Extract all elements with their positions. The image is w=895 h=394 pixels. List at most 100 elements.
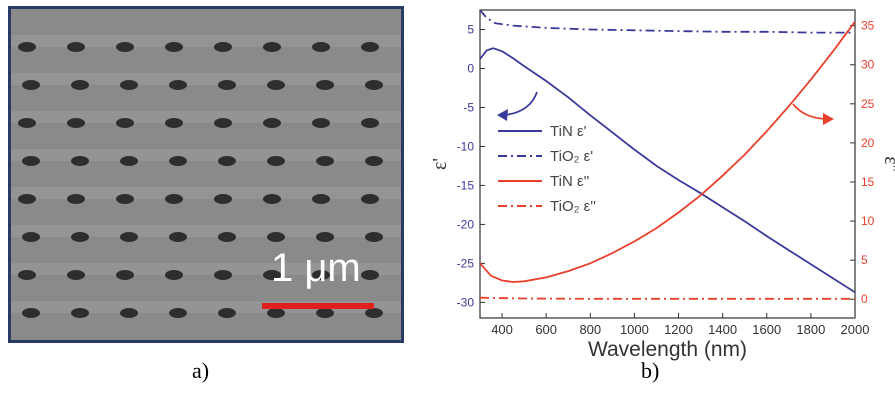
nanodisk <box>361 270 379 280</box>
nanodisk <box>22 156 40 166</box>
y-left-tick-label: 5 <box>467 22 474 36</box>
nanodisk <box>120 232 138 242</box>
nanodisk <box>263 42 281 52</box>
legend-label: TiO₂ ε' <box>550 148 593 165</box>
nanodisk <box>365 80 383 90</box>
legend-label: TiN ε'' <box>550 173 589 190</box>
nanodisk <box>361 118 379 128</box>
nanodisk <box>120 80 138 90</box>
right-axis-arrow <box>792 103 827 120</box>
y-left-axis-title: ε' <box>429 158 451 170</box>
y-left-tick-label: -15 <box>457 178 475 192</box>
x-tick-label: 2000 <box>841 322 870 337</box>
nanodisk <box>218 308 236 318</box>
nanodisk <box>71 80 89 90</box>
y-right-tick-label: 10 <box>861 214 875 228</box>
series-tin- <box>480 47 855 294</box>
nanodisk <box>365 156 383 166</box>
y-left-tick-label: -20 <box>457 217 475 231</box>
nanodisk <box>71 308 89 318</box>
sem-background <box>11 9 401 340</box>
nanodisk <box>312 42 330 52</box>
nanodisk <box>169 156 187 166</box>
plot-frame <box>479 9 856 319</box>
x-tick-label: 1600 <box>752 322 781 337</box>
sem-stripe <box>11 225 401 237</box>
x-tick-label: 1000 <box>620 322 649 337</box>
scale-bar-label: 1 μm <box>271 246 361 290</box>
nanodisk <box>267 232 285 242</box>
nanodisk <box>165 270 183 280</box>
y-left-tick-label: -10 <box>457 139 475 153</box>
nanodisk <box>169 308 187 318</box>
nanodisk <box>120 308 138 318</box>
nanodisk <box>267 156 285 166</box>
nanodisk <box>267 80 285 90</box>
y-right-tick-label: 0 <box>861 292 868 306</box>
y-right-tick-label: 5 <box>861 253 868 267</box>
nanodisk <box>365 232 383 242</box>
nanodisk <box>18 270 36 280</box>
nanodisk <box>214 194 232 204</box>
sem-stripe <box>11 73 401 85</box>
y-right-tick-label: 15 <box>861 175 875 189</box>
nanodisk <box>67 42 85 52</box>
nanodisk <box>116 194 134 204</box>
x-tick-label: 400 <box>491 322 513 337</box>
x-tick-label: 1400 <box>708 322 737 337</box>
x-axis-title: Wavelength (nm) <box>588 338 747 361</box>
y-left-tick-label: -25 <box>457 256 475 270</box>
nanodisk <box>18 194 36 204</box>
y-right-tick-label: 25 <box>861 97 875 111</box>
scale-bar <box>262 303 374 309</box>
nanodisk <box>263 118 281 128</box>
nanodisk <box>316 232 334 242</box>
nanodisk <box>312 194 330 204</box>
y-left-tick-label: -5 <box>463 100 474 114</box>
nanodisk <box>165 42 183 52</box>
x-tick-label: 1200 <box>664 322 693 337</box>
y-left-tick-label: 0 <box>467 61 474 75</box>
nanodisk <box>116 270 134 280</box>
left-axis-arrow <box>504 91 538 116</box>
sem-stripe <box>11 149 401 161</box>
nanodisk <box>120 156 138 166</box>
legend-label: TiN ε' <box>550 123 587 140</box>
y-right-tick-label: 30 <box>861 58 875 72</box>
sem-stripe <box>11 187 401 199</box>
nanodisk <box>22 80 40 90</box>
sem-image-panel: 1 μm <box>8 6 404 343</box>
nanodisk <box>165 194 183 204</box>
nanodisk <box>18 42 36 52</box>
nanodisk <box>312 118 330 128</box>
legend-label: TiO₂ ε'' <box>550 198 596 215</box>
sem-stripe <box>11 263 401 275</box>
sem-stripe <box>11 111 401 123</box>
nanodisk <box>214 42 232 52</box>
nanodisk <box>67 270 85 280</box>
y-left-tick-label: -30 <box>457 295 475 309</box>
nanodisk <box>365 308 383 318</box>
series-tio2- <box>480 296 855 300</box>
right-axis-arrow-head <box>823 113 834 125</box>
panel-a-label: a) <box>192 358 210 383</box>
nanodisk <box>169 232 187 242</box>
x-tick-label: 800 <box>579 322 601 337</box>
panel-b-label: b) <box>641 358 660 383</box>
nanodisk <box>71 232 89 242</box>
y-right-tick-label: 35 <box>861 19 875 33</box>
nanodisk <box>312 270 330 280</box>
nanodisk <box>263 194 281 204</box>
y-right-tick-label: 20 <box>861 136 875 150</box>
nanodisk <box>214 118 232 128</box>
sem-stripe <box>11 35 401 47</box>
nanodisk <box>214 270 232 280</box>
nanodisk <box>165 118 183 128</box>
nanodisk <box>116 118 134 128</box>
nanodisk <box>71 156 89 166</box>
left-axis-arrow-head <box>497 109 508 121</box>
series-tio2- <box>480 10 855 34</box>
nanodisk <box>263 270 281 280</box>
nanodisk <box>67 194 85 204</box>
